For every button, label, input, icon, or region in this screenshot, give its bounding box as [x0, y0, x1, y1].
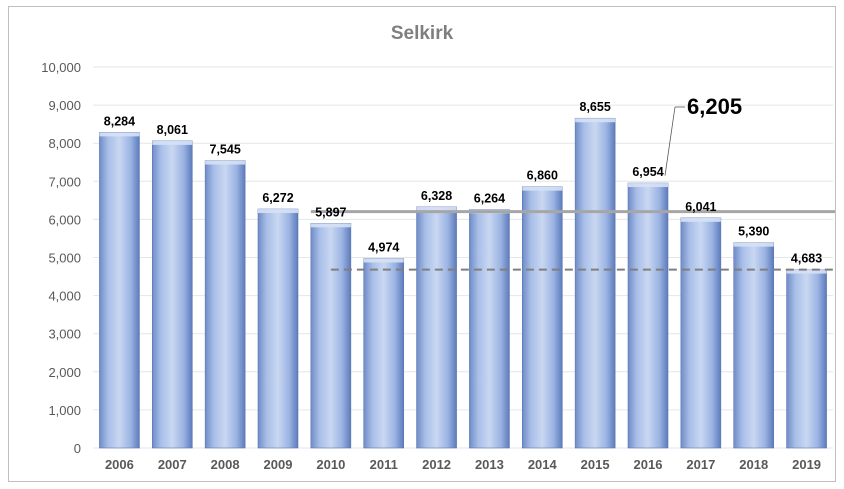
bar-body: [521, 186, 563, 449]
data-label: 7,545: [210, 143, 241, 157]
bar-body: [363, 258, 405, 449]
bar-top-highlight: [733, 242, 774, 247]
bar: [574, 117, 616, 449]
data-label: 6,272: [262, 191, 293, 205]
x-tick-label: 2009: [264, 457, 293, 472]
callout-label: 6,205: [687, 94, 742, 119]
x-tick-label: 2014: [528, 457, 558, 472]
y-axis-ticks: 0 1,000 2,000 3,000 4,000 5,000 6,000 7,000 8,00…: [41, 60, 81, 456]
bar: [99, 132, 140, 449]
bar-body: [151, 140, 193, 449]
bar-body: [204, 160, 246, 449]
bar: [204, 160, 246, 449]
bar-top-highlight: [310, 223, 351, 228]
bar-body: [786, 269, 827, 449]
data-label: 5,897: [315, 205, 346, 219]
bar-body: [627, 182, 669, 449]
data-label: 6,264: [474, 191, 505, 205]
bar-top-highlight: [522, 186, 563, 191]
data-label: 5,390: [738, 225, 769, 239]
chart-frame: Selkirk 0 1,000 2,000 3,000 4,000 5,000 6,000 7…: [8, 6, 836, 482]
bar: [521, 186, 563, 449]
y-tick-label: 9,000: [48, 98, 81, 113]
bar: [416, 206, 457, 449]
data-label: 6,860: [527, 169, 558, 183]
y-tick-label: 1,000: [48, 403, 81, 418]
bar-body: [416, 206, 457, 449]
data-labels: 8,284 8,061 7,545 6,272 5,897 4,974 6,328 6,264…: [104, 100, 822, 265]
data-label: 8,655: [580, 100, 611, 114]
x-tick-label: 2016: [634, 457, 663, 472]
data-label: 6,328: [421, 189, 452, 203]
data-label: 6,954: [632, 165, 663, 179]
bar-top-highlight: [628, 183, 668, 188]
bars: [99, 117, 827, 449]
bar: [680, 217, 722, 449]
data-label: 4,683: [791, 252, 822, 266]
x-tick-label: 2010: [316, 457, 345, 472]
y-tick-label: 6,000: [48, 212, 81, 227]
x-tick-label: 2015: [581, 457, 610, 472]
bar-body: [310, 223, 352, 449]
bar-body: [469, 209, 510, 449]
bar-body: [733, 242, 775, 449]
data-label: 4,974: [368, 240, 399, 254]
bar-top-highlight: [786, 269, 827, 274]
bar: [363, 258, 405, 449]
y-tick-label: 5,000: [48, 251, 81, 266]
y-tick-label: 0: [74, 441, 81, 456]
callout: 6,205: [664, 94, 742, 176]
y-tick-label: 3,000: [48, 327, 81, 342]
bar-top-highlight: [363, 258, 404, 263]
bar-body: [680, 217, 722, 449]
callout-leader: [664, 106, 676, 176]
bar-body: [574, 117, 616, 449]
bar-top-highlight: [205, 160, 246, 165]
data-label: 6,041: [685, 200, 716, 214]
bar-top-highlight: [416, 206, 457, 211]
data-label: 8,284: [104, 114, 135, 128]
bar: [151, 140, 193, 449]
x-tick-label: 2018: [739, 457, 768, 472]
bar-body: [257, 208, 299, 449]
bar-top-highlight: [575, 118, 616, 123]
y-tick-label: 2,000: [48, 365, 81, 380]
x-tick-label: 2008: [211, 457, 240, 472]
y-tick-label: 8,000: [48, 136, 81, 151]
bar-top-highlight: [680, 217, 721, 222]
x-axis-ticks: 2006 2007 2008 2009 2010 2011 2012 2013 2014 2015…: [105, 457, 821, 472]
bar: [733, 242, 775, 449]
x-tick-label: 2007: [158, 457, 187, 472]
bar-top-highlight: [99, 132, 140, 137]
y-tick-label: 10,000: [41, 60, 81, 75]
y-tick-label: 4,000: [48, 289, 81, 304]
reference-lines: [310, 210, 835, 271]
bar: [310, 223, 352, 449]
data-label: 8,061: [157, 123, 188, 137]
y-tick-label: 7,000: [48, 174, 81, 189]
gridlines: [93, 66, 833, 449]
x-tick-label: 2013: [475, 457, 504, 472]
bar: [469, 209, 510, 449]
bar-body: [99, 132, 140, 449]
bar-top-highlight: [258, 209, 298, 214]
x-tick-label: 2011: [370, 457, 398, 472]
bar: [786, 269, 827, 449]
x-tick-label: 2017: [686, 457, 715, 472]
x-tick-label: 2019: [792, 457, 821, 472]
bar: [627, 182, 669, 449]
bar-top-highlight: [152, 140, 193, 145]
chart-svg: Selkirk 0 1,000 2,000 3,000 4,000 5,000 6,000 7…: [41, 23, 835, 472]
x-tick-label: 2012: [422, 457, 451, 472]
chart-title: Selkirk: [391, 23, 454, 44]
x-tick-label: 2006: [105, 457, 134, 472]
bar: [257, 208, 299, 449]
